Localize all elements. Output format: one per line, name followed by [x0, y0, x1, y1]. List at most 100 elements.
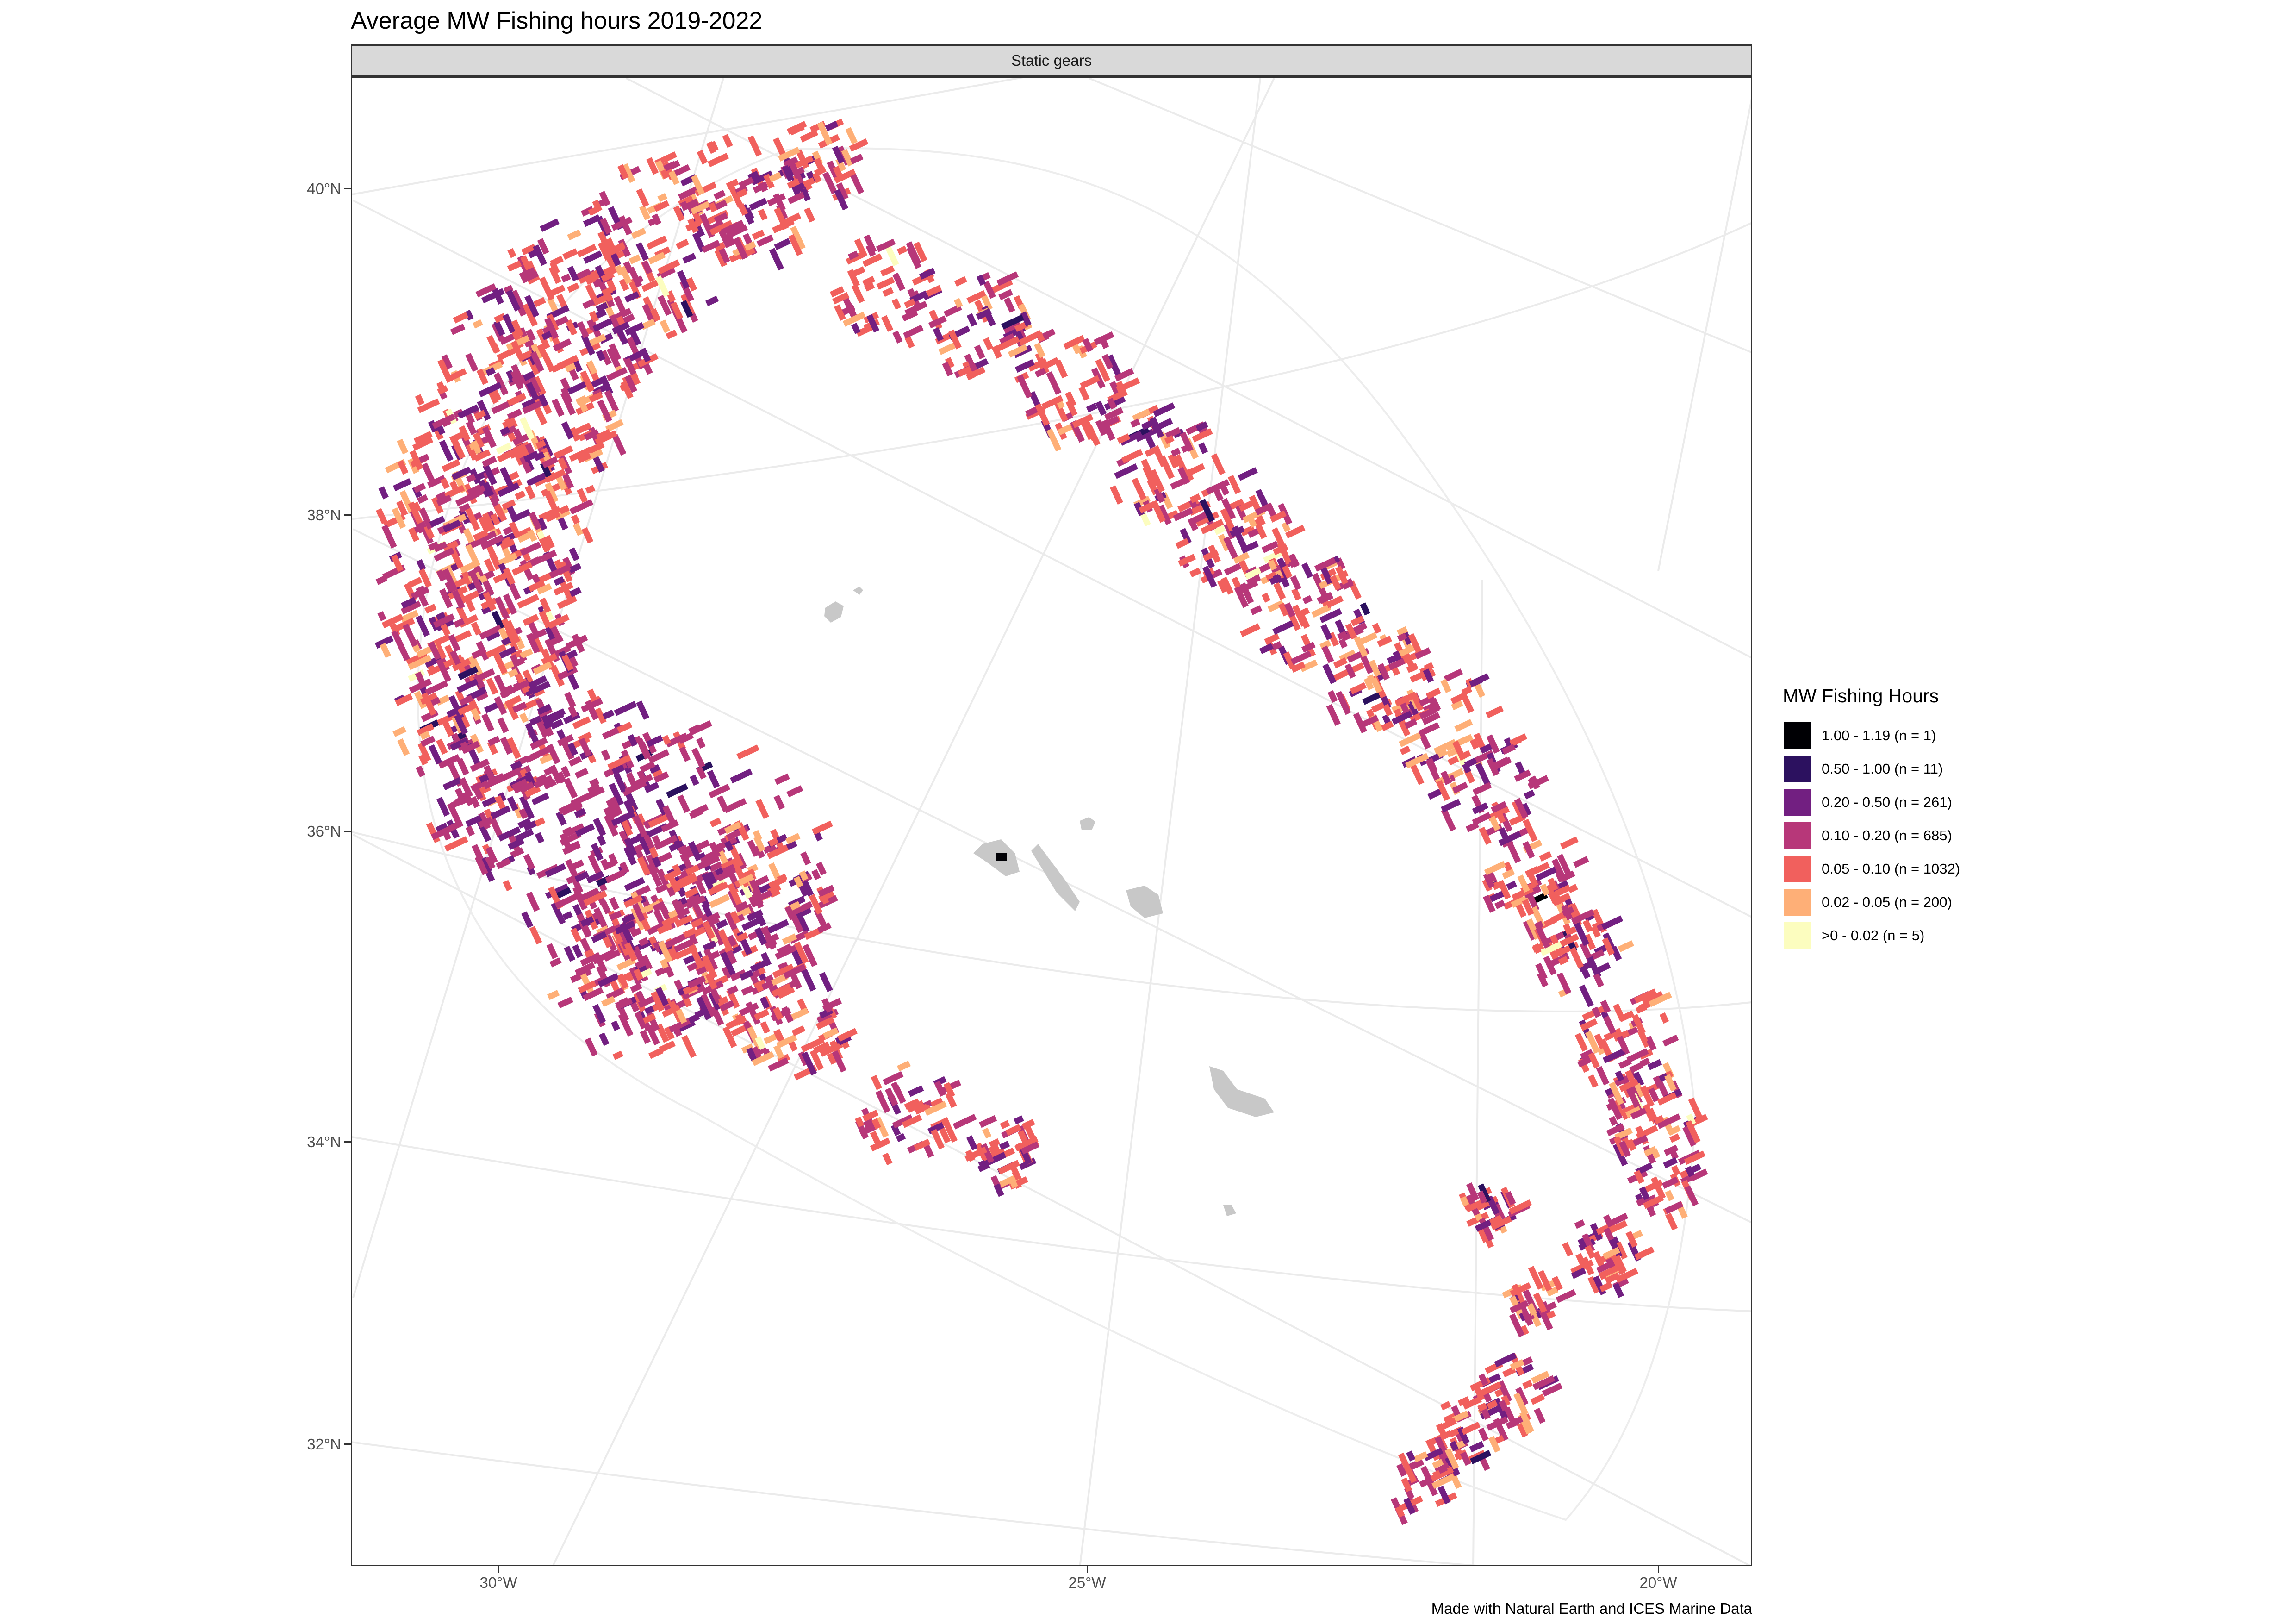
fishing-cell [1477, 1402, 1487, 1412]
fishing-cell [766, 919, 789, 934]
fishing-cell [533, 775, 554, 789]
fishing-cell [574, 768, 589, 779]
fishing-cell [1612, 1143, 1628, 1167]
fishing-cell [566, 650, 578, 660]
fishing-cell [657, 259, 680, 275]
fishing-cell [417, 398, 440, 413]
fishing-cell [1178, 554, 1196, 567]
fishing-cell [482, 512, 495, 531]
fishing-cell [1643, 1104, 1655, 1122]
fishing-cell [859, 1123, 878, 1137]
fishing-cell [408, 501, 423, 525]
fishing-cell [1600, 999, 1611, 1013]
fishing-cell [1602, 1048, 1625, 1063]
fishing-cell [502, 313, 516, 333]
fishing-cell [497, 482, 520, 497]
fishing-cell [420, 731, 430, 740]
fishing-cell [531, 573, 541, 584]
fishing-cell [1538, 1307, 1553, 1330]
fishing-cell [428, 641, 442, 661]
fishing-cell [651, 991, 665, 1012]
fishing-cell [811, 869, 821, 881]
fishing-cell [544, 482, 559, 503]
fishing-cell [1212, 485, 1224, 501]
fishing-cell [1490, 1216, 1512, 1230]
fishing-cell [586, 360, 597, 375]
fishing-cell [567, 266, 579, 281]
fishing-cell [763, 174, 775, 189]
fishing-cell [512, 701, 527, 713]
fishing-cell [1360, 655, 1374, 675]
fishing-cell [538, 394, 549, 407]
fishing-cell [525, 752, 539, 763]
fishing-cell [582, 299, 595, 309]
fishing-cell [789, 124, 805, 136]
fishing-cell [1267, 600, 1285, 612]
fishing-cell [543, 766, 555, 776]
fishing-cell [632, 903, 646, 922]
fishing-cell [588, 441, 605, 454]
fishing-cell [690, 774, 699, 786]
fishing-cell [568, 547, 580, 562]
fishing-cell [997, 1160, 1020, 1175]
fishing-cell [535, 832, 545, 844]
fishing-cell [1344, 663, 1356, 679]
fishing-cell [678, 732, 694, 744]
fishing-cell [465, 825, 475, 837]
fishing-cell [412, 437, 434, 451]
fishing-cell [522, 399, 545, 414]
fishing-cell [646, 157, 659, 175]
fishing-cell [884, 243, 899, 267]
fishing-cell [789, 1007, 809, 1021]
fishing-cell [567, 282, 580, 293]
fishing-cell [523, 450, 539, 462]
fishing-cell [775, 944, 799, 960]
fishing-cell [667, 874, 681, 893]
fishing-cell [1571, 909, 1595, 924]
fishing-cell [909, 290, 928, 304]
fishing-cell [585, 275, 597, 285]
fishing-cell [420, 736, 436, 747]
y-tick-36 [344, 831, 351, 832]
fishing-cell [876, 238, 896, 252]
fishing-cell [609, 910, 622, 921]
fishing-cell [449, 650, 461, 665]
fishing-cell [1558, 956, 1569, 965]
fishing-cell [680, 201, 689, 211]
fishing-cell [674, 914, 693, 928]
fishing-cell [1065, 391, 1076, 407]
fishing-cell [485, 367, 496, 376]
fishing-cell [418, 507, 434, 530]
fishing-cell [624, 780, 647, 795]
fishing-cell [494, 696, 507, 715]
fishing-cell [416, 765, 426, 778]
fishing-cell [1454, 719, 1473, 732]
fishing-cell [457, 404, 479, 419]
fishing-cell [624, 322, 645, 336]
fishing-cell [1018, 330, 1043, 346]
graticule-lat-32 [352, 1441, 1477, 1565]
fishing-cell [1540, 940, 1564, 956]
fishing-cell [537, 704, 552, 715]
fishing-cell [724, 840, 734, 852]
fishing-cell [412, 501, 422, 512]
fishing-cell [535, 439, 546, 449]
fishing-cell [1494, 899, 1506, 909]
fishing-cell [1401, 1477, 1412, 1493]
y-tick-38 [344, 514, 351, 516]
fishing-cell [759, 890, 772, 900]
fishing-cell [1671, 1165, 1681, 1176]
y-label-36: 36°N [307, 823, 341, 840]
fishing-cell [1634, 988, 1657, 1004]
fishing-cell [703, 948, 718, 971]
fishing-cell [1020, 1141, 1039, 1155]
fishing-cell [678, 186, 700, 200]
fishing-cell [747, 909, 764, 922]
fishing-cell [1255, 489, 1268, 507]
fishing-cell [1326, 704, 1341, 726]
fishing-cell [397, 438, 409, 455]
fishing-cell [471, 649, 485, 659]
fishing-cell [848, 250, 859, 260]
fishing-cell [825, 120, 839, 131]
fishing-cell [1514, 798, 1529, 819]
